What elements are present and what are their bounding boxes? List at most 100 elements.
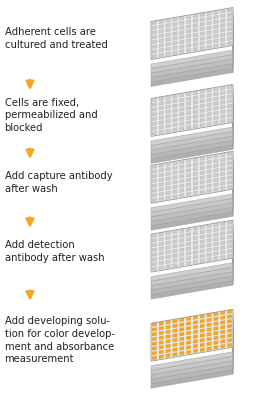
Polygon shape <box>193 325 197 329</box>
Polygon shape <box>152 189 156 192</box>
Polygon shape <box>206 234 211 238</box>
Polygon shape <box>158 266 163 270</box>
Text: Cells are fixed,
permeabilized and
blocked: Cells are fixed, permeabilized and block… <box>5 98 97 133</box>
Polygon shape <box>199 334 204 337</box>
Polygon shape <box>186 237 190 241</box>
Polygon shape <box>220 86 224 90</box>
Polygon shape <box>165 255 170 259</box>
Polygon shape <box>186 188 190 191</box>
Polygon shape <box>172 118 177 122</box>
Polygon shape <box>165 38 170 41</box>
Polygon shape <box>213 178 217 182</box>
Polygon shape <box>165 320 170 324</box>
Polygon shape <box>150 281 232 299</box>
Polygon shape <box>220 14 224 18</box>
Polygon shape <box>206 165 211 169</box>
Polygon shape <box>206 40 211 44</box>
Polygon shape <box>152 198 156 202</box>
Polygon shape <box>199 190 204 194</box>
Polygon shape <box>213 312 217 316</box>
Polygon shape <box>220 330 224 334</box>
Polygon shape <box>179 35 183 39</box>
Polygon shape <box>220 325 224 329</box>
Polygon shape <box>172 41 177 45</box>
Polygon shape <box>179 234 183 237</box>
Polygon shape <box>186 331 190 335</box>
Polygon shape <box>152 193 156 197</box>
Polygon shape <box>220 167 224 171</box>
Polygon shape <box>220 96 224 100</box>
Polygon shape <box>193 191 197 195</box>
Polygon shape <box>193 162 197 166</box>
Polygon shape <box>152 117 156 121</box>
Polygon shape <box>213 326 217 330</box>
Polygon shape <box>172 94 177 98</box>
Polygon shape <box>220 28 224 32</box>
Polygon shape <box>206 98 211 102</box>
Polygon shape <box>152 30 156 34</box>
Polygon shape <box>179 45 183 49</box>
Polygon shape <box>165 354 170 358</box>
Polygon shape <box>193 330 197 334</box>
Polygon shape <box>172 333 177 337</box>
Polygon shape <box>193 110 197 114</box>
Polygon shape <box>220 43 224 47</box>
Polygon shape <box>158 183 163 186</box>
Polygon shape <box>186 97 190 101</box>
Polygon shape <box>179 170 183 173</box>
Polygon shape <box>186 326 190 330</box>
Polygon shape <box>193 43 197 46</box>
Polygon shape <box>152 258 156 261</box>
Polygon shape <box>152 267 156 271</box>
Polygon shape <box>186 20 190 24</box>
Polygon shape <box>213 173 217 177</box>
Polygon shape <box>206 156 211 159</box>
Polygon shape <box>206 253 211 257</box>
Polygon shape <box>227 329 231 333</box>
Polygon shape <box>172 104 177 108</box>
Polygon shape <box>158 188 163 191</box>
Polygon shape <box>206 45 211 49</box>
Polygon shape <box>165 339 170 343</box>
Polygon shape <box>165 335 170 339</box>
Polygon shape <box>227 235 231 239</box>
Polygon shape <box>172 235 177 239</box>
Polygon shape <box>213 232 217 237</box>
Polygon shape <box>165 330 170 334</box>
Polygon shape <box>158 121 163 124</box>
Polygon shape <box>179 103 183 107</box>
Polygon shape <box>179 16 183 20</box>
Polygon shape <box>186 183 190 187</box>
Polygon shape <box>206 179 211 183</box>
Polygon shape <box>206 313 211 317</box>
Polygon shape <box>158 29 163 33</box>
Polygon shape <box>220 119 224 124</box>
Polygon shape <box>158 39 163 43</box>
Polygon shape <box>179 160 183 164</box>
Polygon shape <box>165 19 170 23</box>
Polygon shape <box>150 198 232 217</box>
Polygon shape <box>179 126 183 130</box>
Polygon shape <box>220 38 224 42</box>
Polygon shape <box>172 254 177 258</box>
Polygon shape <box>213 183 217 187</box>
Polygon shape <box>227 249 231 253</box>
Polygon shape <box>199 90 204 94</box>
Polygon shape <box>172 259 177 262</box>
Polygon shape <box>172 175 177 179</box>
Polygon shape <box>179 93 183 97</box>
Polygon shape <box>220 91 224 95</box>
Polygon shape <box>227 171 231 175</box>
Polygon shape <box>193 344 197 348</box>
Polygon shape <box>150 151 232 203</box>
Polygon shape <box>179 184 183 188</box>
Polygon shape <box>193 47 197 51</box>
Polygon shape <box>220 153 224 157</box>
Polygon shape <box>193 335 197 339</box>
Polygon shape <box>165 236 170 240</box>
Polygon shape <box>213 247 217 251</box>
Polygon shape <box>172 329 177 333</box>
Polygon shape <box>199 113 204 117</box>
Polygon shape <box>150 267 232 286</box>
Polygon shape <box>158 322 163 325</box>
